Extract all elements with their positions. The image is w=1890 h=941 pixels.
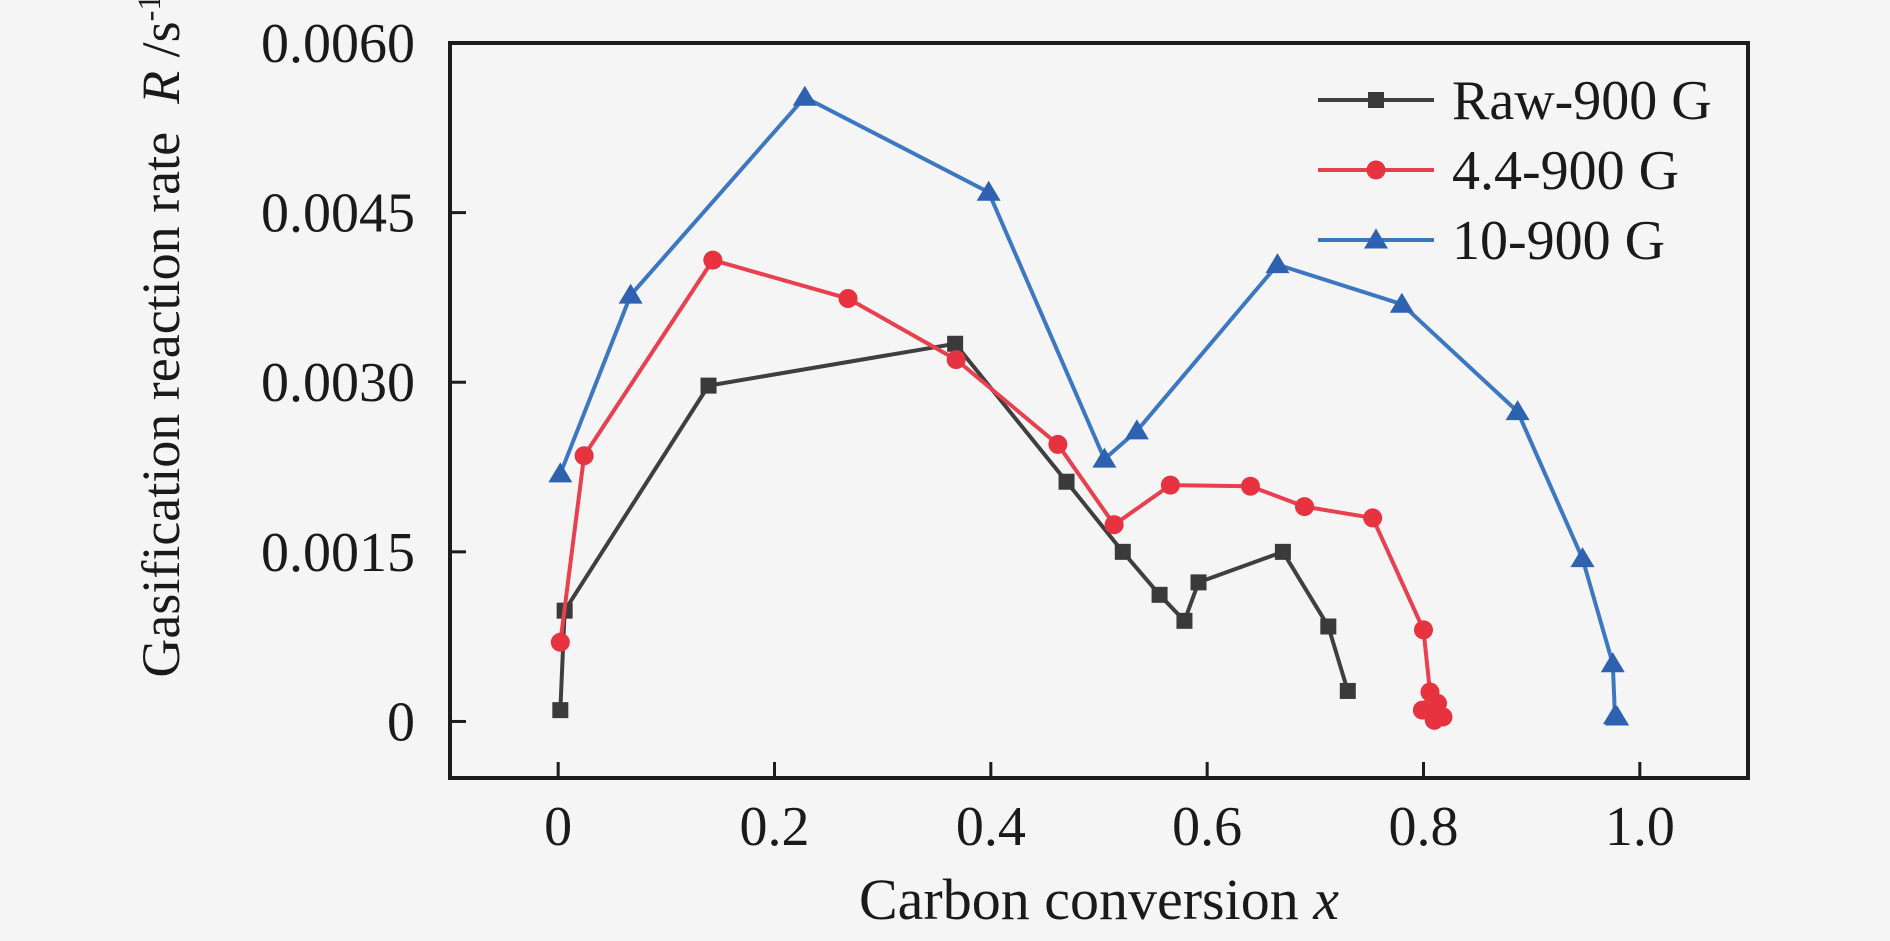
- data-point-marker: [1600, 652, 1625, 673]
- data-point-marker: [618, 283, 643, 304]
- legend-label: 4.4-900 G: [1452, 140, 1679, 202]
- data-point-marker: [552, 702, 569, 719]
- x-axis-title-symbol: x: [1313, 867, 1339, 932]
- data-point-marker: [1389, 292, 1414, 313]
- legend-item: 4.4-900 G: [1318, 140, 1679, 202]
- data-point-marker: [1151, 586, 1168, 603]
- series-line: [558, 341, 1350, 713]
- data-point-marker: [1265, 253, 1290, 274]
- data-point-marker: [838, 289, 858, 309]
- data-point-marker: [1295, 497, 1315, 517]
- data-point-marker: [1414, 620, 1433, 640]
- series-4.4-900 G: [550, 250, 1453, 730]
- data-point-marker: [1605, 705, 1630, 726]
- data-point-marker: [1176, 612, 1193, 629]
- data-point-marker: [1339, 682, 1356, 699]
- data-point-marker: [976, 180, 1001, 201]
- series-Raw-900 G: [552, 335, 1356, 719]
- data-point-marker: [1114, 543, 1131, 560]
- y-axis-title-unit: /s: [131, 21, 191, 58]
- x-axis-tick-label: 1.0: [1605, 796, 1675, 858]
- data-point-marker: [946, 350, 966, 370]
- data-point-marker: [550, 632, 570, 652]
- y-axis-tick-label: 0.0015: [261, 522, 415, 584]
- legend-label: Raw-900 G: [1452, 70, 1712, 132]
- data-point-marker: [548, 462, 573, 483]
- data-point-marker: [1433, 707, 1453, 727]
- legend-marker: [1364, 228, 1388, 249]
- data-point-marker: [1320, 618, 1337, 635]
- legend-marker: [1368, 92, 1384, 108]
- legend-item: 10-900 G: [1318, 210, 1665, 272]
- legend-marker: [1366, 160, 1386, 180]
- y-axis-title-exponent: -1: [132, 0, 168, 22]
- x-axis-tick-label: 0.4: [956, 796, 1026, 858]
- data-point-marker: [947, 335, 964, 352]
- x-axis-title: Carbon conversion x: [450, 860, 1748, 940]
- data-point-marker: [1240, 476, 1260, 496]
- y-axis-tick-label: 0.0030: [261, 352, 415, 414]
- data-point-marker: [1570, 547, 1595, 568]
- y-axis-title: Gasification reaction rate R /s-1: [119, 0, 191, 786]
- data-point-marker: [1092, 447, 1117, 468]
- y-axis-tick-label: 0.0060: [261, 13, 415, 75]
- data-point-marker: [1124, 419, 1149, 440]
- legend-label: 10-900 G: [1452, 210, 1665, 272]
- series-line: [558, 258, 1445, 723]
- data-point-marker: [700, 377, 717, 394]
- data-point-marker: [1058, 473, 1075, 490]
- x-axis-title-text: Carbon conversion: [859, 867, 1299, 932]
- data-point-marker: [1190, 574, 1207, 591]
- data-point-marker: [1505, 400, 1530, 421]
- x-axis-tick-label: 0: [544, 796, 572, 858]
- data-point-marker: [1048, 434, 1068, 454]
- x-axis-tick-label: 0.2: [740, 796, 810, 858]
- y-axis-tick-label: 0: [387, 691, 415, 753]
- data-point-marker: [1104, 515, 1124, 535]
- series-10-900 G: [548, 85, 1630, 726]
- data-point-marker: [703, 250, 723, 270]
- data-point-marker: [1274, 543, 1291, 560]
- data-point-marker: [1160, 475, 1180, 495]
- data-point-marker: [1363, 508, 1383, 528]
- y-axis-title-text: Gasification reaction rate: [131, 131, 191, 678]
- y-axis-title-symbol: R: [131, 70, 191, 104]
- y-axis-tick-label: 0.0045: [261, 183, 415, 245]
- x-axis-tick-label: 0.6: [1172, 796, 1242, 858]
- data-point-marker: [574, 446, 594, 466]
- x-axis-tick-label: 0.8: [1389, 796, 1459, 858]
- plot-frame: [448, 41, 1750, 780]
- data-point-marker: [792, 85, 817, 106]
- legend: Raw-900 G 4.4-900 G 10-900 G: [1318, 70, 1712, 272]
- legend-item: Raw-900 G: [1318, 70, 1712, 132]
